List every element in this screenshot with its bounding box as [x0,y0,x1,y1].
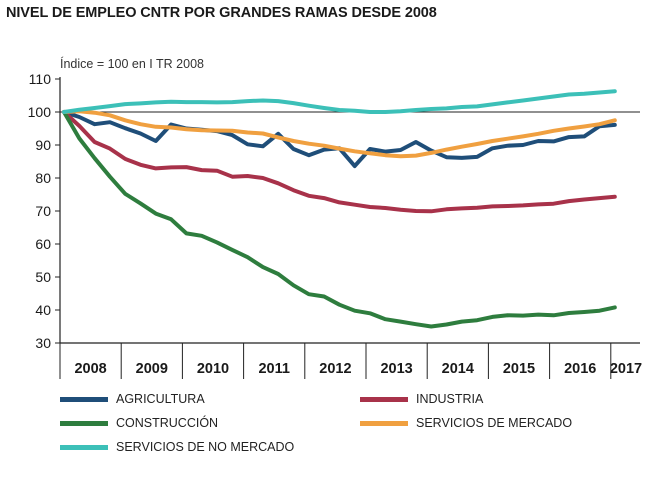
legend-swatch [360,396,408,402]
series-line-servicios-de-no-mercado [62,89,617,114]
legend-item: SERVICIOS DE NO MERCADO [60,440,294,454]
x-tick-label: 2014 [442,361,474,377]
legend-swatch [60,420,108,426]
series-line-construcci-n [62,110,617,329]
x-tick-label: 2012 [319,361,351,377]
y-tick-label: 70 [35,203,51,219]
x-tick-label: 2013 [380,361,412,377]
legend-label: CONSTRUCCIÓN [116,416,219,430]
legend-label: SERVICIOS DE MERCADO [416,416,573,430]
legend-swatch [60,444,108,450]
legend-label: SERVICIOS DE NO MERCADO [116,440,295,454]
legend-item: CONSTRUCCIÓN [60,416,218,430]
series-line-industria [62,110,617,214]
axes: 30 40 50 60 70 80 90 100 110 2008 2009 2010 2011 2012… [28,71,642,379]
legend-item: AGRICULTURA [60,392,205,406]
x-tick-label: 2017 [610,361,642,377]
x-tick-label: 2010 [197,361,229,377]
legend-item: INDUSTRIA [360,392,483,406]
x-tick-label: 2009 [136,361,168,377]
series-lines [62,89,617,329]
legend-swatch [60,396,108,402]
line-chart: Índice = 100 en I TR 2008 30 40 50 60 70 80 90… [28,56,642,379]
legend-item: SERVICIOS DE MERCADO [360,416,572,430]
x-tick-label: 2008 [74,361,106,377]
y-tick-label: 90 [35,137,51,153]
series-line-agricultura [62,110,617,169]
x-tick-label: 2015 [503,361,535,377]
legend: AGRICULTURA INDUSTRIA CONSTRUCCIÓN SERVICIO… [60,392,620,462]
chart-subtitle: Índice = 100 en I TR 2008 [60,56,204,71]
x-tick-label: 2011 [258,361,289,377]
legend-label: INDUSTRIA [416,392,484,406]
y-tick-label: 80 [35,170,51,186]
legend-label: AGRICULTURA [116,392,205,406]
legend-swatch [360,420,408,426]
y-tick-label: 60 [35,236,51,252]
y-tick-label: 110 [29,71,52,87]
y-tick-label: 50 [35,269,51,285]
series-line-servicios-de-mercado [62,109,617,159]
chart-title: NIVEL DE EMPLEO CNTR POR GRANDES RAMAS D… [6,5,437,21]
y-tick-label: 30 [35,335,51,351]
x-tick-label: 2016 [564,361,596,377]
y-tick-label: 100 [28,104,52,120]
y-tick-label: 40 [35,302,51,318]
